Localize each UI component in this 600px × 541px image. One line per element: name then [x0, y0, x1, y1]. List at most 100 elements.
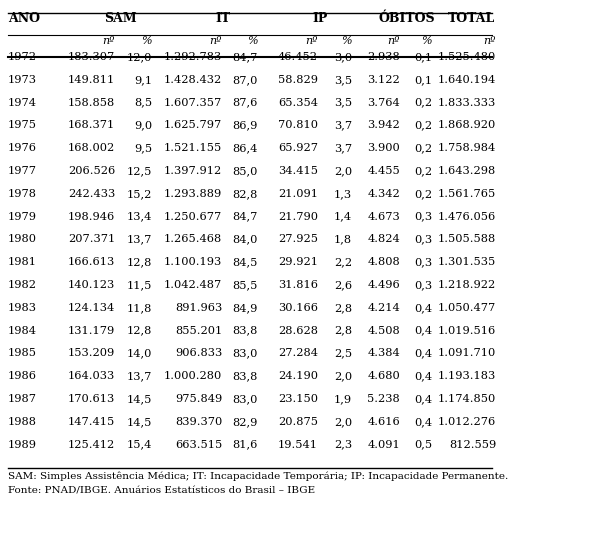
Text: 0,4: 0,4 [414, 348, 432, 358]
Text: 1.505.588: 1.505.588 [438, 234, 496, 245]
Text: 13,7: 13,7 [127, 371, 152, 381]
Text: 1983: 1983 [8, 303, 37, 313]
Text: 85,5: 85,5 [233, 280, 258, 290]
Text: 11,5: 11,5 [127, 280, 152, 290]
Text: 168.002: 168.002 [68, 143, 115, 153]
Text: 31.816: 31.816 [278, 280, 318, 290]
Text: 86,9: 86,9 [233, 121, 258, 130]
Text: 4.214: 4.214 [367, 303, 400, 313]
Text: %: % [247, 36, 258, 46]
Text: 3,0: 3,0 [334, 52, 352, 62]
Text: ANO: ANO [8, 12, 40, 25]
Text: 58.829: 58.829 [278, 75, 318, 85]
Text: 170.613: 170.613 [68, 394, 115, 404]
Text: 13,7: 13,7 [127, 234, 152, 245]
Text: 27.284: 27.284 [278, 348, 318, 358]
Text: 83,0: 83,0 [233, 394, 258, 404]
Text: 1.000.280: 1.000.280 [164, 371, 222, 381]
Text: 0,2: 0,2 [414, 97, 432, 108]
Text: 1.265.468: 1.265.468 [164, 234, 222, 245]
Text: 70.810: 70.810 [278, 121, 318, 130]
Text: 2,8: 2,8 [334, 303, 352, 313]
Text: 1.301.535: 1.301.535 [438, 257, 496, 267]
Text: 87,6: 87,6 [233, 97, 258, 108]
Text: 4.616: 4.616 [367, 417, 400, 427]
Text: 125.412: 125.412 [68, 440, 115, 450]
Text: 82,8: 82,8 [233, 189, 258, 199]
Text: 14,0: 14,0 [127, 348, 152, 358]
Text: nº: nº [305, 36, 318, 46]
Text: 19.541: 19.541 [278, 440, 318, 450]
Text: 9,0: 9,0 [134, 121, 152, 130]
Text: Fonte: PNAD/IBGE. Anuários Estatísticos do Brasil – IBGE: Fonte: PNAD/IBGE. Anuários Estatísticos … [8, 486, 315, 496]
Text: 27.925: 27.925 [278, 234, 318, 245]
Text: 0,5: 0,5 [414, 440, 432, 450]
Text: 83,8: 83,8 [233, 326, 258, 335]
Text: %: % [142, 36, 152, 46]
Text: 1.758.984: 1.758.984 [438, 143, 496, 153]
Text: 1.012.276: 1.012.276 [438, 417, 496, 427]
Text: 0,2: 0,2 [414, 143, 432, 153]
Text: nº: nº [388, 36, 400, 46]
Text: 9,5: 9,5 [134, 143, 152, 153]
Text: 12,8: 12,8 [127, 326, 152, 335]
Text: 82,9: 82,9 [233, 417, 258, 427]
Text: 1.091.710: 1.091.710 [438, 348, 496, 358]
Text: 8,5: 8,5 [134, 97, 152, 108]
Text: 1.640.194: 1.640.194 [438, 75, 496, 85]
Text: %: % [421, 36, 432, 46]
Text: 65.354: 65.354 [278, 97, 318, 108]
Text: TOTAL: TOTAL [448, 12, 496, 25]
Text: 4.342: 4.342 [367, 189, 400, 199]
Text: nº: nº [103, 36, 115, 46]
Text: 14,5: 14,5 [127, 417, 152, 427]
Text: 1.193.183: 1.193.183 [438, 371, 496, 381]
Text: 11,8: 11,8 [127, 303, 152, 313]
Text: 1.250.677: 1.250.677 [164, 212, 222, 222]
Text: 0,4: 0,4 [414, 371, 432, 381]
Text: 207.371: 207.371 [68, 234, 115, 245]
Text: 21.790: 21.790 [278, 212, 318, 222]
Text: 124.134: 124.134 [68, 303, 115, 313]
Text: 0,4: 0,4 [414, 326, 432, 335]
Text: 891.963: 891.963 [175, 303, 222, 313]
Text: 1982: 1982 [8, 280, 37, 290]
Text: 1.428.432: 1.428.432 [164, 75, 222, 85]
Text: 81,6: 81,6 [233, 440, 258, 450]
Text: 1.100.193: 1.100.193 [164, 257, 222, 267]
Text: 0,3: 0,3 [414, 234, 432, 245]
Text: 86,4: 86,4 [233, 143, 258, 153]
Text: 4.091: 4.091 [367, 440, 400, 450]
Text: 0,2: 0,2 [414, 166, 432, 176]
Text: 2,6: 2,6 [334, 280, 352, 290]
Text: 147.415: 147.415 [68, 417, 115, 427]
Text: 83,0: 83,0 [233, 348, 258, 358]
Text: 1976: 1976 [8, 143, 37, 153]
Text: 1.561.765: 1.561.765 [438, 189, 496, 199]
Text: 4.824: 4.824 [367, 234, 400, 245]
Text: 1.868.920: 1.868.920 [438, 121, 496, 130]
Text: 12,8: 12,8 [127, 257, 152, 267]
Text: 5.238: 5.238 [367, 394, 400, 404]
Text: ÓBITOS: ÓBITOS [379, 12, 436, 25]
Text: 1,3: 1,3 [334, 189, 352, 199]
Text: 1973: 1973 [8, 75, 37, 85]
Text: 0,2: 0,2 [414, 121, 432, 130]
Text: 3,5: 3,5 [334, 75, 352, 85]
Text: 84,9: 84,9 [233, 303, 258, 313]
Text: 3.764: 3.764 [367, 97, 400, 108]
Text: 4.508: 4.508 [367, 326, 400, 335]
Text: 0,1: 0,1 [414, 52, 432, 62]
Text: 140.123: 140.123 [68, 280, 115, 290]
Text: 198.946: 198.946 [68, 212, 115, 222]
Text: 34.415: 34.415 [278, 166, 318, 176]
Text: 1974: 1974 [8, 97, 37, 108]
Text: 166.613: 166.613 [68, 257, 115, 267]
Text: 1986: 1986 [8, 371, 37, 381]
Text: 1980: 1980 [8, 234, 37, 245]
Text: 1988: 1988 [8, 417, 37, 427]
Text: 85,0: 85,0 [233, 166, 258, 176]
Text: 0,4: 0,4 [414, 394, 432, 404]
Text: 1.019.516: 1.019.516 [438, 326, 496, 335]
Text: 83,8: 83,8 [233, 371, 258, 381]
